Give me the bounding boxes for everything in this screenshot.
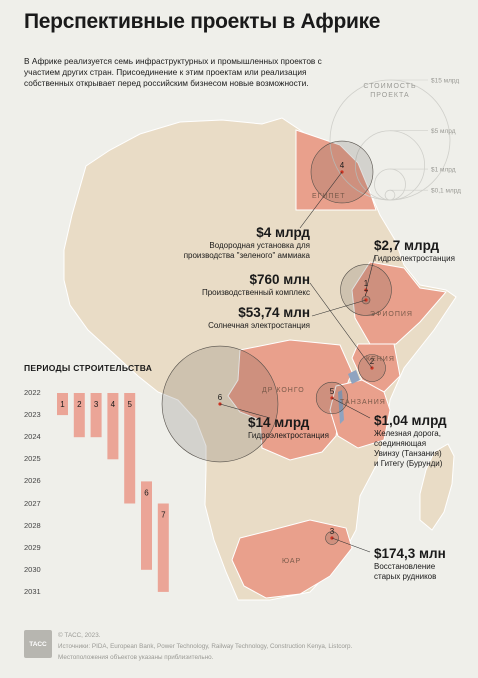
country-tanzania (329, 379, 391, 449)
project-label-3: $174,3 млн Восстановление старых руднико… (374, 545, 446, 582)
project-amount-4: $4 млрд (256, 225, 310, 240)
project-desc-1-line1: Гидроэлектростанция (374, 254, 455, 263)
footer-note: Местоположения объектов указаны приблизи… (58, 654, 214, 661)
year-label-2022: 2022 (24, 388, 41, 397)
project-label-7: $53,74 млн Солнечная электростанция (208, 304, 310, 331)
lake-tanganyika (338, 390, 344, 424)
country-label-tanzania: ТАНЗАНИЯ (340, 399, 386, 406)
project-number-6: 6 (218, 393, 223, 402)
period-bar-number-3: 3 (94, 400, 99, 409)
project-desc-4-line1: Водородная установка для (209, 241, 310, 250)
project-number-3: 3 (330, 527, 335, 536)
period-bar-2 (73, 393, 85, 438)
project-number-5: 5 (330, 387, 335, 396)
country-drc (227, 339, 353, 461)
project-desc-4-line2: производства "зеленого" аммиака (183, 251, 310, 260)
country-label-egypt: ЕГИПЕТ (312, 193, 346, 200)
project-number-4: 4 (340, 161, 345, 170)
leader-line-7 (311, 299, 367, 317)
year-label-2030: 2030 (24, 564, 41, 574)
project-number-1: 1 (364, 279, 369, 288)
period-bar-6 (141, 481, 152, 570)
project-number-2: 2 (370, 357, 375, 366)
project-amount-3: $174,3 млн (374, 546, 446, 561)
project-amount-5: $1,04 млрд (374, 413, 447, 428)
period-bar-number-7: 7 (161, 511, 166, 520)
project-amount-7: $53,74 млн (238, 305, 310, 320)
lake-victoria (348, 370, 360, 384)
project-desc-6-line1: Гидроэлектростанция (248, 431, 329, 440)
legend-label-0: $15 млрд (431, 78, 459, 85)
legend-label-2: $1 млрд (431, 167, 456, 174)
madagascar (419, 443, 455, 531)
project-amount-6: $14 млрд (248, 415, 310, 430)
period-bar-1 (57, 393, 68, 416)
legend-title-line1: СТОИМОСТЬ (363, 83, 416, 90)
project-desc-5-line2: соединяющая (374, 439, 427, 448)
period-bar-number-4: 4 (111, 400, 116, 409)
footer-copyright: © ТАСС, 2023. (58, 632, 101, 639)
country-egypt (295, 129, 377, 211)
project-desc-3-line1: Восстановление (374, 562, 436, 571)
tass-logo: ТАСС (24, 630, 52, 658)
legend-circle-3 (384, 189, 396, 201)
schedule-title: ПЕРИОДЫ СТРОИТЕЛЬСТВА (24, 363, 153, 373)
period-bar-7 (157, 503, 169, 592)
leader-line-3 (331, 537, 371, 553)
leader-line-4 (299, 171, 343, 229)
project-desc-3-line2: старых рудников (374, 572, 437, 581)
project-label-6: $14 млрд Гидроэлектростанция (248, 414, 329, 441)
country-label-drc: ДР КОНГО (262, 387, 305, 394)
project-label-5: $1,04 млрд Железная дорога, соединяющая … (374, 412, 447, 469)
year-label-2027: 2027 (24, 498, 41, 508)
period-bar-4 (107, 393, 119, 460)
project-label-4: $4 млрд Водородная установка для произво… (184, 224, 310, 261)
year-label-2024: 2024 (24, 432, 41, 442)
legend-label-1: $5 млрд (431, 128, 456, 135)
project-label-2: $760 млн Производственный комплекс (202, 271, 310, 298)
leader-line-2 (309, 282, 373, 369)
project-desc-2-line1: Производственный комплекс (201, 288, 310, 297)
project-amount-2: $760 млн (249, 272, 311, 287)
leader-line-5 (331, 397, 371, 419)
period-bar-number-6: 6 (144, 488, 149, 497)
year-label-2023: 2023 (24, 410, 41, 420)
year-label-2029: 2029 (24, 542, 41, 552)
period-bar-5 (124, 393, 136, 504)
project-desc-5-line1: Железная дорога, (374, 429, 441, 438)
project-number-7: 7 (364, 289, 369, 298)
country-label-kenya: КЕНИЯ (366, 356, 395, 363)
period-bar-number-2: 2 (77, 400, 82, 409)
legend-circle-2 (374, 168, 406, 201)
year-label-2031: 2031 (24, 586, 41, 596)
country-label-south-africa: ЮАР (282, 558, 302, 565)
country-label-ethiopia: ЭФИОПИЯ (370, 311, 413, 318)
period-bar-number-5: 5 (127, 400, 132, 409)
page-title: Перспективные проекты в Африке (24, 10, 381, 33)
year-label-2025: 2025 (24, 454, 41, 464)
year-label-2026: 2026 (24, 476, 41, 486)
legend-title-line2: ПРОЕКТА (370, 92, 409, 99)
intro-text: В Африке реализуется семь инфраструктурн… (24, 56, 322, 88)
project-desc-5-line3: Увинзу (Танзания) (374, 449, 442, 458)
leader-line-1 (365, 254, 376, 291)
country-south-africa (231, 519, 353, 599)
project-label-1: $2,7 млрд Гидроэлектростанция (374, 237, 455, 264)
footer-sources: Источники: PIDA, European Bank, Power Te… (58, 643, 353, 650)
year-label-2028: 2028 (24, 520, 41, 530)
period-bar-3 (90, 393, 102, 438)
project-amount-1: $2,7 млрд (374, 238, 440, 253)
leader-line-6 (219, 403, 271, 419)
legend-label-3: $0,1 млрд (431, 188, 461, 195)
project-desc-7-line1: Солнечная электростанция (208, 321, 310, 330)
project-desc-5-line4: и Гитегу (Бурунди) (374, 459, 443, 468)
period-bar-number-1: 1 (60, 400, 65, 409)
